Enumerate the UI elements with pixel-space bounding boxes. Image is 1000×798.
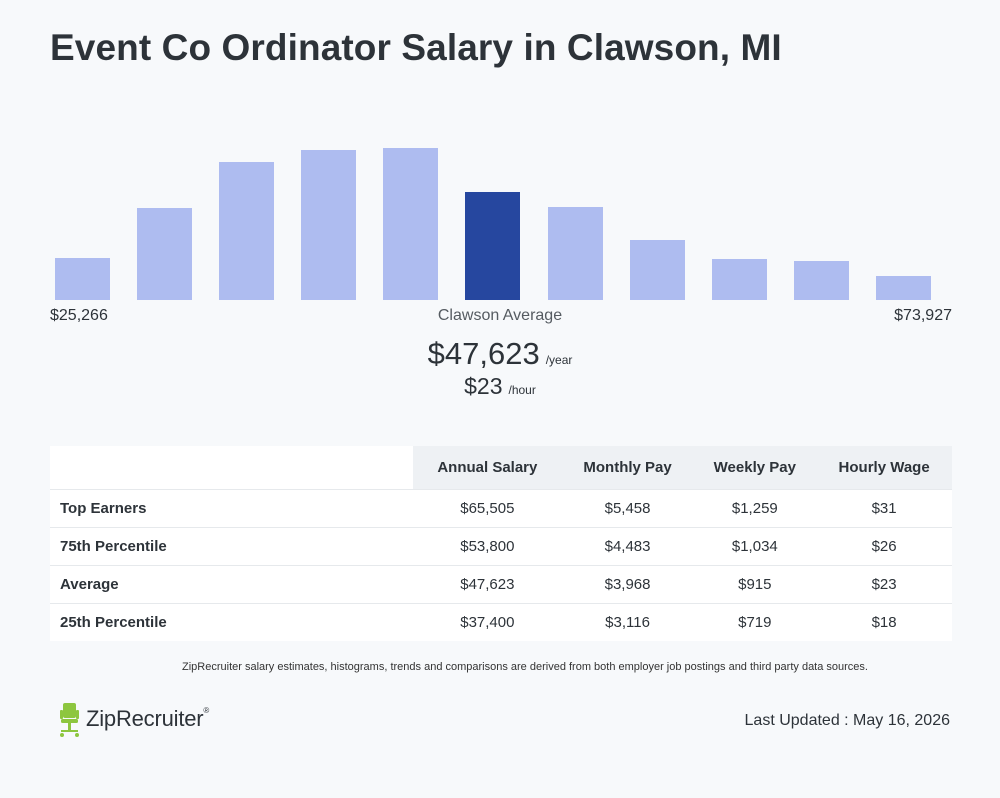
average-annual-unit: /year bbox=[545, 353, 573, 367]
histogram-bar bbox=[876, 276, 931, 300]
table-cell: $3,116 bbox=[561, 603, 694, 641]
salary-table: Annual Salary Monthly Pay Weekly Pay Hou… bbox=[50, 446, 952, 641]
table-cell: $1,259 bbox=[693, 489, 817, 528]
table-header-row: Annual Salary Monthly Pay Weekly Pay Hou… bbox=[50, 446, 952, 490]
average-hourly-unit: /hour bbox=[508, 383, 536, 397]
brand-mark: ® bbox=[203, 706, 210, 715]
row-label: 75th Percentile bbox=[50, 527, 413, 566]
table-cell: $23 bbox=[816, 565, 952, 604]
histogram-bar bbox=[219, 162, 274, 300]
table-row: Average $47,623 $3,968 $915 $23 bbox=[50, 565, 952, 604]
table-cell: $1,034 bbox=[693, 527, 817, 566]
average-annual: $47,623/year bbox=[0, 336, 1000, 372]
histogram-bar bbox=[301, 150, 356, 300]
table-cell: $4,483 bbox=[561, 527, 694, 566]
salary-histogram bbox=[50, 120, 952, 300]
average-label: Clawson Average bbox=[437, 307, 563, 324]
table-row: 25th Percentile $37,400 $3,116 $719 $18 bbox=[50, 603, 952, 641]
histogram-bar bbox=[55, 258, 110, 300]
ziprecruiter-logo[interactable]: ZipRecruiter® bbox=[58, 702, 209, 738]
table-cell: $26 bbox=[816, 527, 952, 566]
range-min-label: $25,266 bbox=[50, 307, 108, 324]
average-hourly: $23/hour bbox=[0, 373, 1000, 400]
table-cell: $47,623 bbox=[413, 565, 562, 604]
table-header: Annual Salary bbox=[413, 446, 562, 490]
histogram-bar bbox=[383, 148, 438, 300]
histogram-bar bbox=[712, 259, 767, 300]
brand-name: ZipRecruiter® bbox=[86, 706, 209, 732]
histogram-bar bbox=[548, 207, 603, 300]
table-cell: $5,458 bbox=[561, 489, 694, 528]
table-cell: $719 bbox=[693, 603, 817, 641]
table-cell: $3,968 bbox=[561, 565, 694, 604]
table-header: Monthly Pay bbox=[561, 446, 694, 490]
brand-name-text: ZipRecruiter bbox=[86, 706, 204, 731]
table-header-blank bbox=[50, 446, 413, 490]
row-label: 25th Percentile bbox=[50, 603, 413, 641]
table-cell: $53,800 bbox=[413, 527, 562, 566]
range-max-label: $73,927 bbox=[894, 307, 952, 324]
table-row: Top Earners $65,505 $5,458 $1,259 $31 bbox=[50, 489, 952, 528]
histogram-bar bbox=[630, 240, 685, 300]
table-row: 75th Percentile $53,800 $4,483 $1,034 $2… bbox=[50, 527, 952, 566]
table-cell: $31 bbox=[816, 489, 952, 528]
page-title: Event Co Ordinator Salary in Clawson, MI bbox=[50, 27, 782, 68]
last-updated: Last Updated : May 16, 2026 bbox=[744, 712, 950, 729]
chair-icon bbox=[60, 703, 79, 737]
table-cell: $37,400 bbox=[413, 603, 562, 641]
histogram-bar bbox=[794, 261, 849, 300]
histogram-bar bbox=[137, 208, 192, 300]
table-cell: $65,505 bbox=[413, 489, 562, 528]
row-label: Average bbox=[50, 565, 413, 604]
average-annual-value: $47,623 bbox=[427, 336, 540, 371]
table-cell: $915 bbox=[693, 565, 817, 604]
table-cell: $18 bbox=[816, 603, 952, 641]
average-hourly-value: $23 bbox=[464, 373, 503, 399]
histogram-bar-average bbox=[465, 192, 520, 300]
table-header: Weekly Pay bbox=[693, 446, 817, 490]
table-header: Hourly Wage bbox=[816, 446, 952, 490]
row-label: Top Earners bbox=[50, 489, 413, 528]
footnote: ZipRecruiter salary estimates, histogram… bbox=[182, 661, 868, 673]
